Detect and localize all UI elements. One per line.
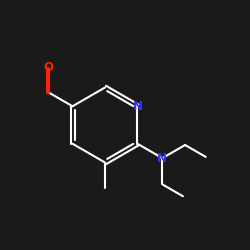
- Text: O: O: [44, 61, 54, 74]
- Text: N: N: [132, 100, 142, 113]
- Text: N: N: [157, 152, 167, 164]
